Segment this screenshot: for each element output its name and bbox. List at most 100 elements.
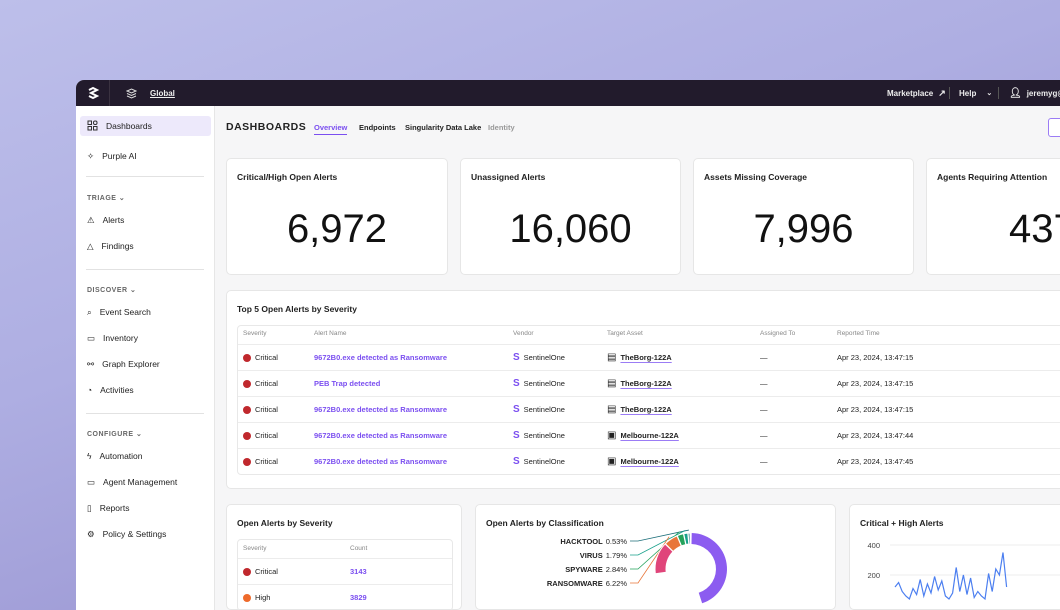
table-row[interactable]: Critical 3143	[238, 558, 452, 584]
slice-label: HACKTOOL 0.53%	[560, 537, 627, 546]
sentinelone-icon: S	[513, 455, 520, 467]
column-header[interactable]: Severity	[243, 330, 267, 337]
stat-label: Critical/High Open Alerts	[237, 172, 338, 182]
column-header[interactable]: Target Asset	[607, 330, 643, 337]
vendor-label: SentinelOne	[523, 431, 565, 440]
alert-name-link[interactable]: 9672B0.exe detected as Ransomware	[314, 431, 447, 440]
user-menu[interactable]: 👤︎ jeremyg@s	[1009, 80, 1060, 106]
sentinelone-icon: S	[513, 403, 520, 415]
sidebar: Dashboards ✧ Purple AI TRIAGE ⌄ ⚠︎ Alerts …	[76, 106, 215, 610]
asset-link[interactable]: TheBorg-122A	[620, 353, 672, 362]
count-link[interactable]: 3143	[350, 567, 367, 576]
tab-overview[interactable]: Overview	[314, 123, 348, 135]
sidebar-item-purple-ai[interactable]: ✧ Purple AI	[80, 146, 211, 166]
table-row[interactable]: High 3829	[238, 584, 452, 610]
severity-cell: Critical	[243, 353, 278, 362]
critical-high-line-chart: 400 200	[867, 541, 1060, 601]
severity-table: Severity Count Critical 3143 High 3829	[237, 539, 453, 610]
sidebar-item-findings[interactable]: △ Findings	[80, 236, 211, 256]
top-bar: Global Marketplace ↗ Help ⌄ 👤︎ jeremyg@s	[76, 80, 1060, 106]
section-configure[interactable]: CONFIGURE ⌄	[87, 431, 143, 438]
marketplace-link[interactable]: Marketplace ↗	[887, 80, 946, 106]
desktop-icon: ▣	[607, 456, 617, 467]
sidebar-item-reports[interactable]: ▯ Reports	[80, 498, 211, 518]
asset-link[interactable]: Melbourne-122A	[620, 431, 679, 440]
vendor-label: SentinelOne	[523, 353, 565, 362]
reported-time: Apr 23, 2024, 13:47:15	[837, 405, 914, 414]
column-header[interactable]: Assigned To	[760, 330, 796, 337]
top-alerts-card: Top 5 Open Alerts by Severity Severity Al…	[226, 290, 1060, 489]
stat-value: 6,972	[286, 207, 388, 251]
alert-name-link[interactable]: 9672B0.exe detected as Ransomware	[314, 405, 447, 414]
vendor-cell: S SentinelOne	[513, 352, 565, 362]
sidebar-item-inventory[interactable]: ▭ Inventory	[80, 328, 211, 348]
target-asset-cell: ▣ Melbourne-122A	[607, 456, 679, 467]
section-triage[interactable]: TRIAGE ⌄	[87, 195, 126, 202]
column-header[interactable]: Count	[350, 545, 368, 552]
column-header[interactable]: Severity	[243, 545, 267, 552]
asset-link[interactable]: Melbourne-122A	[620, 457, 679, 466]
sidebar-item-label: Graph Explorer	[102, 359, 160, 369]
tab-identity[interactable]: Identity	[488, 123, 515, 132]
stat-card-agents-attention[interactable]: Agents Requiring Attention 437	[926, 158, 1060, 275]
tab-endpoints[interactable]: Endpoints	[359, 123, 396, 132]
siren-icon: ⚠︎	[87, 214, 95, 225]
count-link[interactable]: 3829	[350, 593, 367, 602]
sidebar-item-alerts[interactable]: ⚠︎ Alerts	[80, 210, 211, 230]
stat-card-missing-coverage[interactable]: Assets Missing Coverage 7,996	[693, 158, 914, 275]
sidebar-item-label: Agent Management	[103, 477, 178, 487]
section-discover[interactable]: DISCOVER ⌄	[87, 287, 137, 294]
column-header[interactable]: Reported Time	[837, 330, 880, 337]
stat-value: 7,996	[753, 207, 854, 251]
asset-link[interactable]: TheBorg-122A	[620, 379, 672, 388]
sidebar-item-event-search[interactable]: ⌕ Event Search	[80, 302, 211, 322]
donut-slice-other[interactable]	[654, 543, 674, 575]
graph-icon: ⚯	[87, 358, 95, 369]
sidebar-item-agent-management[interactable]: ▭ Agent Management	[80, 472, 211, 492]
assigned-to: —	[760, 379, 768, 388]
slice-name: SPYWARE	[565, 565, 603, 574]
stat-card-critical-high[interactable]: Critical/High Open Alerts 6,972	[226, 158, 448, 275]
alert-name-link[interactable]: PEB Trap detected	[314, 379, 381, 388]
severity-label: Critical	[255, 431, 278, 440]
divider	[998, 87, 999, 99]
column-header[interactable]: Vendor	[513, 330, 534, 337]
section-label: DISCOVER	[87, 287, 128, 294]
severity-cell: Critical	[243, 405, 278, 414]
table-row[interactable]: Critical 9672B0.exe detected as Ransomwar…	[238, 448, 1060, 474]
table-row[interactable]: Critical 9672B0.exe detected as Ransomwar…	[238, 396, 1060, 422]
sentinelone-icon: S	[513, 377, 520, 389]
sidebar-item-dashboards[interactable]: Dashboards	[80, 116, 211, 136]
grid-icon	[87, 120, 98, 133]
critical-high-card: Critical + High Alerts 400 200	[849, 504, 1060, 610]
alert-name-link[interactable]: 9672B0.exe detected as Ransomware	[314, 353, 447, 362]
sparkle-icon: ✧	[87, 150, 95, 161]
sidebar-item-automation[interactable]: ϟ Automation	[80, 446, 211, 466]
column-header[interactable]: Alert Name	[314, 330, 347, 337]
y-tick-label: 400	[867, 541, 880, 550]
table-row[interactable]: Critical 9672B0.exe detected as Ransomwar…	[238, 344, 1060, 370]
critical-severity-icon	[243, 353, 251, 362]
donut-slice-other[interactable]	[691, 533, 728, 604]
slice-percent: 0.53%	[606, 537, 628, 546]
logo[interactable]	[86, 80, 100, 106]
assigned-to: —	[760, 431, 768, 440]
sidebar-item-policy-settings[interactable]: ⚙︎ Policy & Settings	[80, 524, 211, 544]
stat-card-unassigned[interactable]: Unassigned Alerts 16,060	[460, 158, 681, 275]
series-line	[894, 552, 1008, 601]
alert-name-link[interactable]: 9672B0.exe detected as Ransomware	[314, 457, 447, 466]
sidebar-item-graph-explorer[interactable]: ⚯ Graph Explorer	[80, 354, 211, 374]
scope-selector[interactable]: Global	[126, 80, 175, 106]
sidebar-item-label: Activities	[100, 385, 134, 395]
action-button[interactable]	[1048, 118, 1060, 137]
help-menu[interactable]: Help ⌄	[959, 80, 992, 106]
severity-cell: Critical	[243, 431, 278, 440]
table-row[interactable]: Critical PEB Trap detected S SentinelOne ▤ Th…	[238, 370, 1060, 396]
table-row[interactable]: Critical 9672B0.exe detected as Ransomwar…	[238, 422, 1060, 448]
sidebar-item-label: Purple AI	[102, 151, 137, 161]
assigned-to: —	[760, 353, 768, 362]
stat-label: Agents Requiring Attention	[937, 172, 1048, 182]
asset-link[interactable]: TheBorg-122A	[620, 405, 672, 414]
tab-singularity-data-lake[interactable]: Singularity Data Lake	[405, 123, 482, 132]
sidebar-item-activities[interactable]: ◔ Activities	[80, 380, 211, 400]
